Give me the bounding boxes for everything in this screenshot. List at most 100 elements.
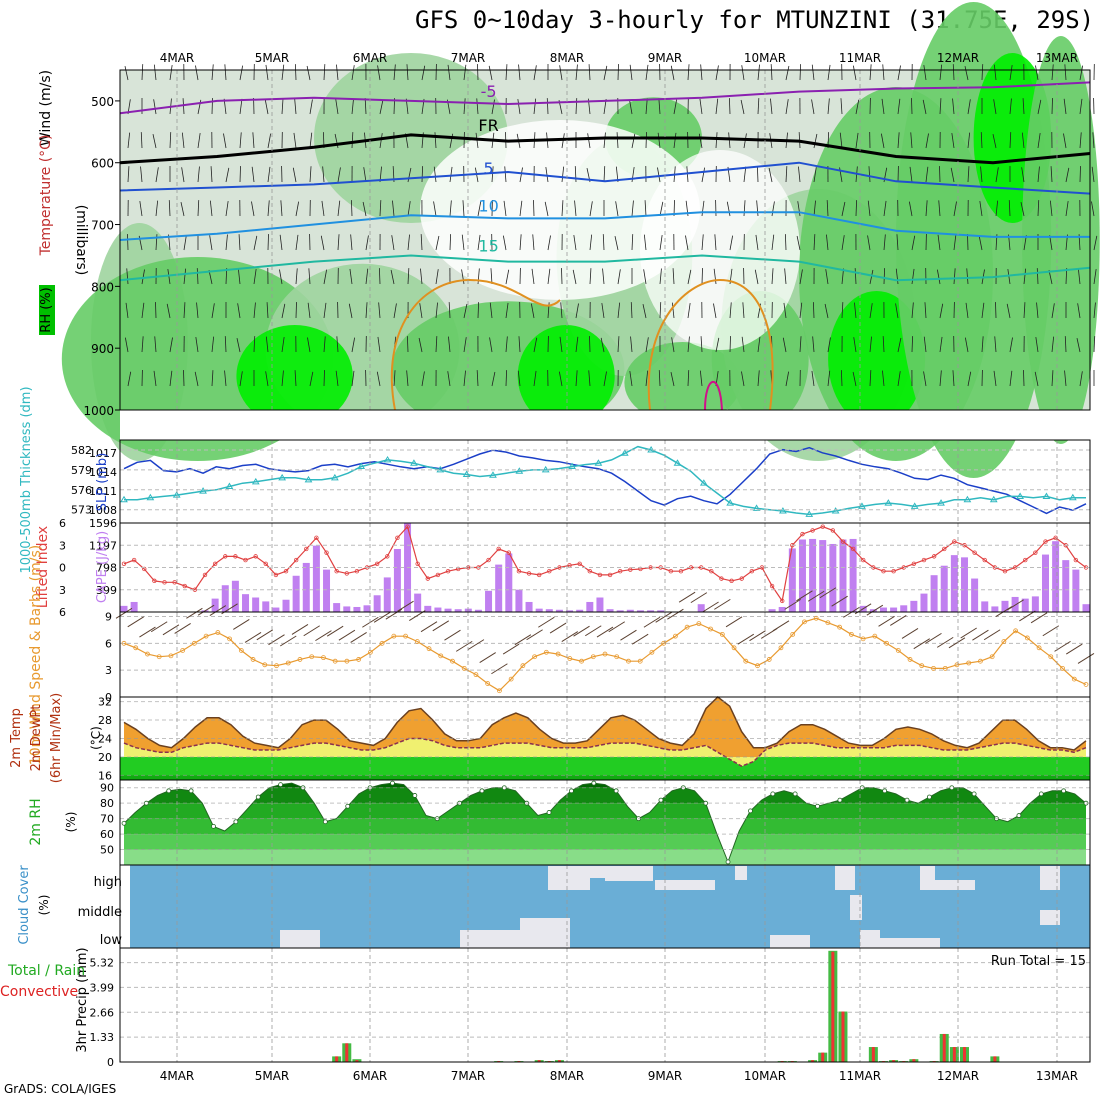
wind-barb: [209, 605, 227, 617]
data-point: [357, 462, 366, 470]
wind-barb: [659, 302, 662, 319]
dewpt-line: [123, 737, 1087, 768]
wind-barb: [631, 234, 634, 251]
cape-bar: [383, 577, 391, 612]
data-point: [203, 633, 209, 639]
temperature-contour: [119, 254, 1091, 282]
wind-barb: [1079, 166, 1081, 183]
wind-barb: [503, 200, 507, 217]
data-point: [462, 470, 471, 478]
wind-barb: [658, 370, 661, 387]
cape-bar: [525, 601, 533, 612]
cape-bar: [991, 606, 999, 612]
wind-barb: [811, 99, 815, 115]
rh-band: [124, 818, 1086, 835]
wind-barb: [336, 64, 339, 81]
wind-barb: [505, 269, 510, 285]
data-point: [825, 620, 831, 626]
wind-barb: [1066, 643, 1083, 655]
cape-bar: [819, 540, 827, 612]
wind-barb: [655, 611, 672, 623]
axis-label: 1000-500mb Thickness (dm): [19, 386, 34, 573]
data-point: [121, 640, 127, 646]
wind-barb: [911, 302, 914, 319]
wind-barb: [519, 167, 523, 183]
data-point: [1060, 665, 1065, 671]
wind-barb: [281, 98, 284, 115]
wind-barb: [993, 370, 997, 387]
wind-barb: [419, 303, 423, 319]
wind-barb: [491, 99, 495, 115]
data-point: [233, 819, 239, 825]
data-point: [931, 665, 936, 671]
wind-barb: [505, 370, 508, 387]
data-point: [661, 640, 667, 646]
wind-barb: [869, 303, 873, 319]
wind-barb: [700, 336, 703, 353]
data-point: [1068, 493, 1077, 501]
wind-barb: [294, 370, 297, 387]
data-point: [199, 487, 207, 494]
data-point: [233, 554, 238, 559]
wind-barb: [813, 200, 816, 217]
wind-barb: [435, 336, 438, 353]
wind-barb: [238, 234, 241, 251]
wind-barb: [972, 629, 989, 641]
data-point: [1002, 569, 1008, 574]
wind-barb: [715, 65, 719, 81]
data-point: [414, 639, 420, 644]
wind-barb: [124, 66, 129, 81]
wind-barb: [140, 166, 143, 183]
wind-barb: [1051, 303, 1055, 319]
wind-barb: [670, 372, 675, 387]
wind-barb: [728, 98, 731, 115]
cape-bar: [606, 609, 614, 612]
wind-barb: [139, 201, 143, 217]
wind-barb: [1020, 202, 1025, 217]
wind-barb: [895, 268, 899, 285]
wind-barb: [561, 166, 565, 183]
data-point: [602, 651, 608, 657]
data-point: [166, 788, 172, 794]
wind-barb: [741, 371, 745, 387]
wind-barb: [950, 167, 955, 183]
wind-barb: [303, 625, 320, 637]
wind-barb: [336, 336, 339, 353]
wind-barb: [812, 302, 815, 319]
data-point: [678, 569, 684, 574]
data-point: [131, 557, 137, 563]
wind-barb: [925, 166, 929, 183]
y-tick-label: 800: [91, 280, 114, 294]
data-point: [497, 688, 502, 694]
cape-bar: [363, 605, 371, 612]
data-point: [743, 658, 749, 664]
wind-barb: [181, 167, 185, 183]
data-point: [1073, 557, 1079, 563]
date-label-top: 4MAR: [160, 51, 195, 65]
wind-barb: [435, 235, 440, 251]
contour-label: 15: [478, 236, 498, 255]
date-label-bottom: 7MAR: [451, 1069, 486, 1083]
wind-barb: [350, 234, 353, 251]
wind-barb: [295, 302, 297, 319]
axis-label: 10m Wind Speed & Barbs (m/s): [28, 545, 44, 765]
wind-line: [123, 617, 1087, 692]
wind-barb: [1009, 98, 1012, 115]
axis-label: (%): [37, 895, 51, 916]
data-point: [344, 658, 350, 664]
wind-barb: [461, 269, 465, 285]
data-point: [672, 633, 678, 639]
wind-barb: [1092, 132, 1095, 149]
data-point: [937, 499, 945, 506]
wind-barb: [490, 268, 493, 285]
wind-barb: [350, 631, 367, 643]
wind-barb: [155, 200, 159, 217]
y-tick-label: 3.99: [90, 981, 115, 994]
cloud-block: [770, 935, 810, 948]
wind-barb: [813, 133, 818, 149]
data-point: [215, 630, 221, 635]
data-point: [461, 665, 467, 671]
data-point: [848, 631, 854, 637]
data-point: [684, 624, 690, 630]
wind-barb: [883, 234, 886, 251]
